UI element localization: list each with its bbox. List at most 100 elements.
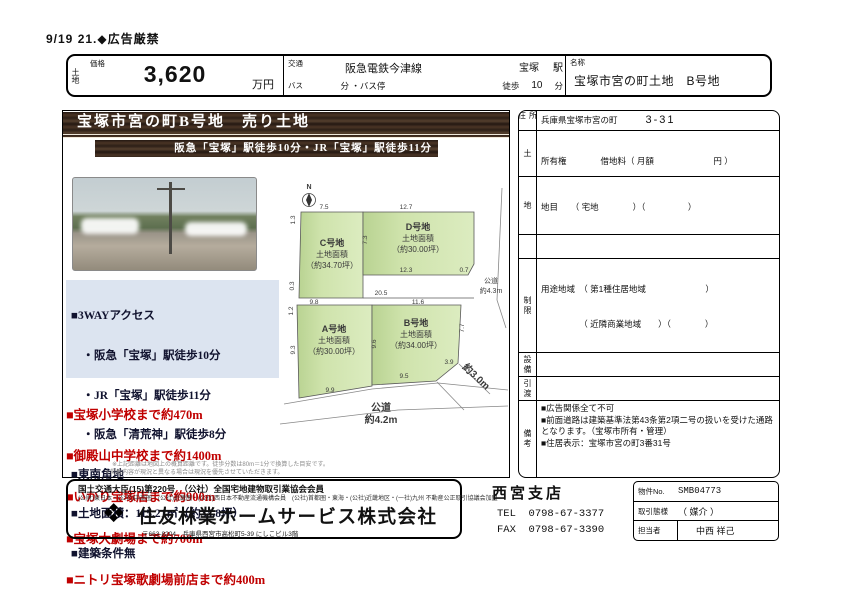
section-label-handover: 引渡	[519, 377, 537, 400]
agent-label: 担当者	[634, 521, 678, 540]
section-label-empty	[519, 235, 537, 258]
plot-diagram: N C号地 土地面積 （約34.70坪） D号地 土地面積 （約30.00坪） …	[279, 184, 509, 426]
company-box	[66, 479, 462, 539]
road-edge	[279, 405, 509, 425]
dim-label: 20.5	[375, 290, 388, 297]
road-right-label: 公道	[484, 276, 498, 285]
listing-info-table: 物件No. SMB04773 取引態様 （ 媒介 ） 担当者 中西 祥己	[633, 481, 779, 541]
price-value: 3,620	[143, 61, 207, 87]
road-right-width: 約4.3m	[480, 286, 503, 295]
remark-row: ■住居表示：宝塚市宮の町3番31号	[541, 437, 671, 448]
feature-box: ■3WAYアクセス ・阪急「宝塚」駅徒歩10分 ・JR「宝塚」駅徒歩11分 ・阪…	[66, 280, 279, 560]
disclaimer-line: ※上記距離は地図上の概算距離です。徒歩分数は80m＝1分で換算した目安です。	[112, 462, 329, 468]
plot-a	[296, 304, 373, 399]
price-label: 価格	[90, 59, 105, 68]
section-handover: 引渡 引渡 （ 相談 ）（ ） 現況 （ 更地 ）	[519, 377, 779, 401]
section-ratios: 建ぺい率（ 60 ％ ）（ 60 ％ ）（ ％ ） 容積率 （ 172 ％ ）（…	[519, 235, 779, 259]
plot-b-name: B号地	[404, 317, 429, 328]
road-edge	[458, 363, 491, 395]
section-utilities: 設備 水道 （ 公営 ） ガス （ 都市ガス ） 汚水 （ 公共下水 ） 雑排水…	[519, 353, 779, 377]
fax-row: FAX 0798-67-3390	[497, 524, 604, 536]
walk-minutes: 10	[531, 80, 543, 91]
feature-line: ■3WAYアクセス	[71, 310, 155, 323]
road-bottom-width: 約4.2m	[365, 413, 398, 426]
plot-d	[362, 211, 475, 276]
dim-label: 1.2	[288, 306, 295, 315]
feature-line: ■土地面積：115.21㎡（約34.8坪）	[71, 508, 245, 521]
walk-unit: 分	[554, 81, 563, 91]
subtitle-banner: 阪急「宝塚」駅徒歩10分・JR「宝塚」駅徒歩11分	[95, 140, 438, 157]
detail-row: （ 近隣商業地域 ）（ ）	[541, 318, 714, 329]
section-label-utilities: 設備	[519, 353, 537, 376]
plot-b	[371, 304, 462, 386]
feature-line: ・阪急「宝塚」駅徒歩10分	[71, 350, 221, 363]
road-edge	[283, 382, 509, 405]
property-number-value: SMB04773	[678, 486, 722, 497]
tel-number: 0798-67-3377	[528, 508, 605, 520]
plot-c-sub: 土地面積	[316, 249, 348, 259]
plot-b-area: （約34.00坪）	[390, 340, 442, 350]
property-number-label: 物件No.	[638, 486, 665, 496]
detail-row: 地目 （ 宅地 ）（ ）	[541, 202, 697, 212]
fax-number: 0798-67-3390	[528, 524, 605, 536]
section-label-ground: 地	[519, 177, 537, 234]
detail-row: 所有権 借地料（ 月額 円 ）	[541, 156, 733, 166]
agent-name: 中西 祥己	[696, 526, 735, 537]
plot-d-sub: 土地面積	[402, 233, 434, 243]
dim-label: 9.8	[309, 299, 318, 306]
remark-row: ■前面道路は建築基準法第43条第2項二号の扱いを受けた通路となります。（宝塚市所…	[541, 414, 773, 437]
property-photo	[72, 177, 257, 271]
photo-redaction	[81, 218, 139, 234]
section-label-land: 土	[519, 131, 537, 176]
feature-line: ・JR「宝塚」駅徒歩11分	[71, 389, 211, 402]
dim-label: 7.3	[362, 235, 369, 244]
traffic-value: 阪急電鉄今津線	[345, 63, 422, 75]
bus-value: 分 ・バス停	[332, 81, 386, 91]
dim-label: 9.3	[290, 345, 297, 354]
distance-line: ■いかり宝塚店まで約900m	[66, 490, 216, 505]
section-land: 土 所有権 借地料（ 月額 円 ） （ 公簿 ） 115.35 ㎡（ 34.89…	[519, 131, 779, 177]
plot-d-area: （約30.00坪）	[392, 244, 444, 254]
location-value: 兵庫県宝塚市宮の町	[541, 114, 618, 125]
north-label: N	[306, 184, 311, 191]
header-divider	[565, 54, 566, 97]
walk-block: 徒歩 10 分	[445, 80, 563, 92]
feature-line: ■建築条件無	[71, 548, 136, 561]
plot-a-area: （約30.00坪）	[308, 346, 360, 356]
station-name: 宝塚	[519, 63, 539, 74]
bus-label: バス	[288, 81, 303, 90]
road-bottom-label: 公道	[371, 401, 391, 414]
details-panel: 所在 兵庫県宝塚市宮の町 3-31 土 所有権 借地料（ 月額 円 ） （ 公簿…	[518, 110, 780, 478]
title-banner: 宝塚市宮の町B号地 売り土地	[63, 112, 509, 138]
walk-label: 徒歩	[502, 81, 520, 91]
plot-d-name: D号地	[406, 221, 431, 232]
section-restrictions: 制限 用途地域 （ 第1種住居地域 ） （ 近隣商業地域 ）（ ） 高度地区 （…	[519, 259, 779, 353]
distance-line: ■ニトリ宝塚歌劇場前店まで約400m	[66, 573, 266, 588]
plot-a-sub: 土地面積	[318, 335, 350, 345]
license-number: 国土交通大臣(15)第220号 （公社）全国宅地建物取引業協会会員	[78, 484, 325, 494]
plot-c-area: （約34.70坪）	[306, 260, 358, 270]
header-divider	[283, 54, 284, 97]
header-row-label: 土地	[71, 67, 80, 84]
agent-row: 担当者 中西 祥己	[634, 521, 778, 540]
dim-label: 12.7	[400, 204, 413, 211]
price-header-box	[66, 54, 772, 97]
distance-list: ■宝塚小学校まで約470m ■御殿山中学校まで約1400m ■いかり宝塚店まで約…	[66, 381, 308, 587]
detail-row: 用途地域 （ 第1種住居地域 ）	[541, 284, 714, 295]
dim-label: 9.5	[399, 373, 408, 380]
compass-needle-icon	[306, 193, 312, 207]
dim-label: 12.3	[400, 267, 413, 274]
location-lot-number: 3-31	[645, 113, 676, 126]
disclaimer-line: ※掲載内容が現況と異なる場合は現況を優先させていただきます。	[105, 469, 284, 476]
dim-label: 1.3	[290, 215, 297, 224]
feature-line: ■東南角地	[71, 468, 124, 481]
tel-label: TEL	[497, 508, 516, 520]
dim-label: 7.5	[319, 204, 328, 211]
utility-pole-arm	[157, 188, 185, 190]
company-address: 〒663-8204 兵庫県西宮市高松町5-39 にしこビル3階	[142, 531, 299, 538]
transaction-type-label: 取引態様	[638, 506, 668, 516]
traffic-label: 交通	[288, 59, 303, 68]
property-name-value: 宝塚市宮の町土地 B号地	[574, 74, 721, 88]
ad-prohibited-note: 9/19 21.◆広告厳禁	[46, 32, 160, 46]
